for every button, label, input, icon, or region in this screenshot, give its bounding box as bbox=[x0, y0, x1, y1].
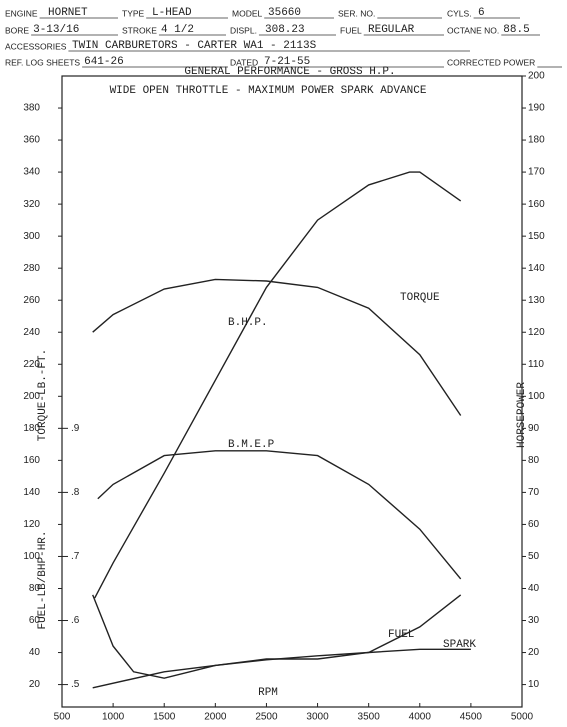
y-tick-label: 220 bbox=[23, 359, 40, 370]
y2-tick-label: 180 bbox=[528, 135, 545, 146]
y-tick-label: 260 bbox=[23, 295, 40, 306]
x-tick-label: 3000 bbox=[306, 712, 329, 723]
y2-tick-label: 110 bbox=[528, 359, 544, 370]
series-label: FUEL bbox=[388, 629, 414, 641]
field-value: 88.5 bbox=[503, 24, 529, 36]
y2-tick-label: 90 bbox=[528, 423, 540, 434]
field-label: CYLS. bbox=[447, 8, 472, 18]
y2-tick-label: 120 bbox=[528, 327, 545, 338]
field-value: TWIN CARBURETORS - CARTER WA1 - 2113S bbox=[72, 40, 317, 52]
y-tick-label: 140 bbox=[23, 487, 40, 498]
field-value: REGULAR bbox=[368, 24, 415, 36]
series-label: B.M.E.P bbox=[228, 439, 275, 451]
line-series bbox=[92, 278, 462, 416]
field-value: 308.23 bbox=[265, 24, 305, 36]
field-value: 3-13/16 bbox=[33, 24, 79, 36]
y-tick-label: 320 bbox=[23, 199, 40, 210]
field-label: SER. NO. bbox=[338, 8, 375, 18]
y2-tick-label: 20 bbox=[528, 647, 540, 658]
field-label: OCTANE NO. bbox=[447, 25, 499, 35]
field-label: CORRECTED POWER bbox=[447, 57, 535, 67]
field-label: DATED bbox=[230, 57, 258, 67]
y-tick-label: 160 bbox=[23, 455, 40, 466]
y-tick-label: 280 bbox=[23, 263, 40, 274]
field-value: 35660 bbox=[268, 7, 301, 19]
y2-tick-label: 80 bbox=[528, 455, 540, 466]
y-tick-label: 120 bbox=[23, 519, 40, 530]
series-label: TORQUE bbox=[400, 292, 440, 304]
field-label: STROKE bbox=[122, 25, 157, 35]
y2-tick-label: 60 bbox=[528, 519, 540, 530]
y-tick-label: 380 bbox=[23, 103, 40, 114]
y-tick-label: 60 bbox=[29, 615, 41, 626]
x-tick-label: 1500 bbox=[153, 712, 176, 723]
y2-tick-label: 100 bbox=[528, 391, 545, 402]
field-label: REF. LOG SHEETS bbox=[5, 57, 80, 67]
y-tick-label: 180 bbox=[23, 423, 40, 434]
field-label: FUEL bbox=[340, 25, 362, 35]
field-label: DISPL. bbox=[230, 25, 257, 35]
y-tick-label: 340 bbox=[23, 167, 40, 178]
series-label: SPARK bbox=[443, 639, 476, 651]
x-tick-label: 5000 bbox=[511, 712, 534, 723]
field-value: 4 1/2 bbox=[161, 24, 194, 36]
y3-tick-label: .7 bbox=[71, 551, 80, 562]
x-tick-label: 2000 bbox=[204, 712, 227, 723]
line-series bbox=[97, 450, 462, 580]
y2-tick-label: 150 bbox=[528, 231, 545, 242]
y-tick-label: 80 bbox=[29, 583, 41, 594]
field-value: L-HEAD bbox=[152, 7, 192, 19]
y-tick-label: 240 bbox=[23, 327, 40, 338]
field-label: ENGINE bbox=[5, 8, 38, 18]
x-tick-label: 2500 bbox=[255, 712, 278, 723]
y3-tick-label: .8 bbox=[71, 487, 80, 498]
y2-tick-label: 140 bbox=[528, 263, 545, 274]
field-label: BORE bbox=[5, 25, 29, 35]
x-tick-label: 4500 bbox=[460, 712, 483, 723]
y2-tick-label: 70 bbox=[528, 487, 540, 498]
y-tick-label: 100 bbox=[23, 551, 40, 562]
field-value: 6 bbox=[478, 7, 485, 19]
field-label: MODEL bbox=[232, 8, 263, 18]
y-tick-label: 40 bbox=[29, 647, 41, 658]
y3-axis-label: FUEL-LB/BHP-HR. bbox=[37, 530, 49, 629]
y-axis-label: TORQUE-LB.-FT. bbox=[37, 349, 49, 441]
field-label: ACCESSORIES bbox=[5, 41, 67, 51]
y2-tick-label: 190 bbox=[528, 103, 545, 114]
y2-tick-label: 130 bbox=[528, 295, 545, 306]
y3-tick-label: .9 bbox=[71, 423, 80, 434]
y2-tick-label: 170 bbox=[528, 167, 545, 178]
line-series bbox=[94, 171, 462, 599]
series-label: B.H.P. bbox=[228, 317, 268, 329]
y-tick-label: 360 bbox=[23, 135, 40, 146]
line-series bbox=[92, 648, 471, 689]
chart-title: GENERAL PERFORMANCE - GROSS H.P. bbox=[184, 66, 395, 78]
x-tick-label: 500 bbox=[54, 712, 71, 723]
y-tick-label: 300 bbox=[23, 231, 40, 242]
y2-tick-label: 30 bbox=[528, 615, 540, 626]
y3-tick-label: .5 bbox=[71, 679, 80, 690]
y-tick-label: 200 bbox=[23, 391, 40, 402]
form: ENGINE HORNET TYPE L-HEAD MODEL 35660 SER. NO.… bbox=[5, 7, 562, 68]
field-value: HORNET bbox=[48, 7, 88, 19]
y2-tick-label: 40 bbox=[528, 583, 540, 594]
field-value: 7-21-55 bbox=[264, 56, 310, 68]
chart-subtitle: WIDE OPEN THROTTLE - MAXIMUM POWER SPARK… bbox=[110, 85, 427, 97]
y2-tick-label: 10 bbox=[528, 679, 540, 690]
x-tick-label: 4000 bbox=[409, 712, 432, 723]
x-tick-label: 3500 bbox=[358, 712, 381, 723]
x-axis-label: RPM bbox=[258, 687, 278, 699]
field-value: 641-26 bbox=[84, 56, 124, 68]
y2-tick-label: 200 bbox=[528, 71, 545, 82]
y2-tick-label: 50 bbox=[528, 551, 540, 562]
plot-frame bbox=[61, 75, 523, 708]
y-tick-label: 20 bbox=[29, 679, 41, 690]
field-label: TYPE bbox=[122, 8, 145, 18]
y3-tick-label: .6 bbox=[71, 615, 80, 626]
y2-tick-label: 160 bbox=[528, 199, 545, 210]
x-tick-label: 1000 bbox=[102, 712, 125, 723]
